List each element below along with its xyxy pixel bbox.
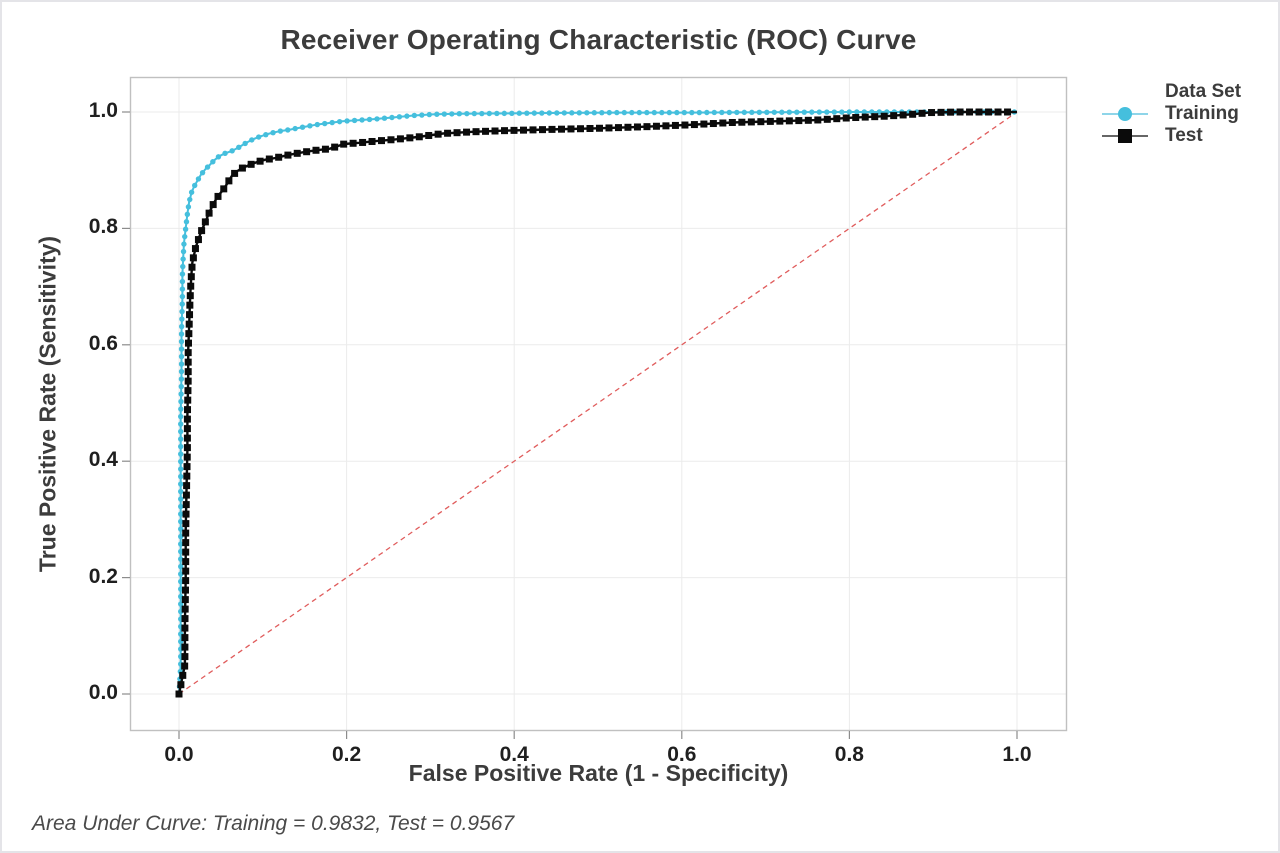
y-tick-label: 0.0 xyxy=(88,681,118,704)
auc-footnote: Area Under Curve: Training = 0.9832, Tes… xyxy=(32,812,515,835)
legend-label-training: Training xyxy=(1165,103,1239,124)
plot-frame xyxy=(129,76,1068,732)
tick-marks xyxy=(122,111,1018,739)
series-training xyxy=(176,109,1018,697)
roc-plot-area xyxy=(122,76,1068,739)
x-axis-title: False Positive Rate (1 - Specificity) xyxy=(408,760,789,786)
y-tick-label: 0.2 xyxy=(88,564,118,588)
y-tick-label: 0.6 xyxy=(88,331,118,355)
x-tick-label: 1.0 xyxy=(1002,743,1032,766)
y-tick-label: 1.0 xyxy=(88,99,118,122)
x-tick-label: 0.6 xyxy=(667,743,697,766)
chance-diagonal-line xyxy=(178,111,1018,695)
test-marker-icon xyxy=(1102,129,1148,143)
legend: Data Set Training Test xyxy=(1100,81,1241,147)
y-tick-label: 0.4 xyxy=(88,448,118,472)
training-marker-icon xyxy=(1102,107,1148,121)
series-test xyxy=(175,108,1017,698)
x-tick-label: 0.4 xyxy=(499,743,529,766)
gridlines xyxy=(130,77,1067,731)
legend-label-test: Test xyxy=(1165,125,1203,146)
x-tick-label: 0.8 xyxy=(834,743,864,766)
x-tick-label: 0.0 xyxy=(164,743,194,766)
y-axis-title: True Positive Rate (Sensitivity) xyxy=(34,235,61,573)
y-tick-label: 0.8 xyxy=(88,215,118,239)
legend-title: Data Set xyxy=(1165,81,1242,102)
x-tick-label: 0.2 xyxy=(331,743,362,766)
chart-title: Receiver Operating Characteristic (ROC) … xyxy=(280,24,917,55)
legend-item-test: Test xyxy=(1100,125,1241,147)
legend-item-training: Training xyxy=(1100,103,1241,125)
